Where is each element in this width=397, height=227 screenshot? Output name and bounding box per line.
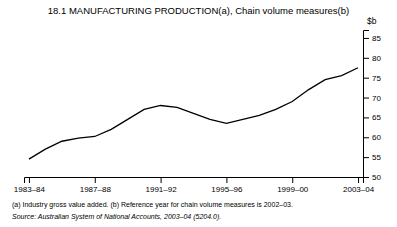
x-tick: 2003–04 (343, 177, 375, 194)
y-tick-label: 70 (372, 94, 381, 103)
chart: 1983–84 1987–88 1991–92 1995–96 1999–00 2003–… (0, 0, 397, 227)
x-tick: 1999–00 (277, 177, 309, 194)
y-tick: 85 (363, 34, 381, 43)
y-tick-label: 60 (372, 133, 381, 142)
x-tick-label: 1987–88 (80, 185, 112, 194)
y-tick: 75 (363, 74, 381, 83)
x-tick-label: 1995–96 (211, 185, 243, 194)
y-tick-mark (363, 78, 369, 79)
y-tick-label: 80 (372, 54, 381, 63)
y-tick: 80 (363, 54, 381, 63)
x-tick-mark (358, 177, 359, 183)
y-tick-label: 65 (372, 113, 381, 122)
y-tick-mark (363, 117, 369, 118)
x-tick-label: 2003–04 (343, 185, 375, 194)
y-tick-mark (363, 98, 369, 99)
x-axis: 1983–84 1987–88 1991–92 1995–96 1999–00 2003–… (14, 177, 375, 194)
x-tick-mark (95, 177, 96, 183)
footnote: (a) Industry gross value added. (b) Refe… (12, 201, 293, 209)
x-tick: 1983–84 (14, 177, 46, 194)
x-axis-line (25, 178, 364, 184)
x-tick: 1995–96 (211, 177, 243, 194)
plot: 1983–84 1987–88 1991–92 1995–96 1999–00 2003–… (14, 16, 382, 194)
y-tick-label: 55 (372, 153, 381, 162)
y-tick: 60 (363, 133, 381, 142)
y-axis-line (364, 31, 370, 178)
x-tick-mark (292, 177, 293, 183)
x-tick-label: 1991–92 (146, 185, 178, 194)
x-tick-label: 1983–84 (14, 185, 46, 194)
x-tick: 1987–88 (80, 177, 112, 194)
x-tick-label: 1999–00 (277, 185, 309, 194)
marks (29, 68, 358, 159)
line (29, 68, 358, 159)
y-tick-label: 85 (372, 34, 381, 43)
y-tick-mark (363, 177, 369, 178)
x-tick-mark (161, 177, 162, 183)
y-tick: 65 (363, 113, 381, 122)
y-tick: 50 (363, 173, 381, 182)
footnote: Source: Australian System of National Ac… (12, 213, 221, 221)
x-tick-mark (226, 177, 227, 183)
y-label: $b (367, 16, 377, 26)
y-tick-mark (363, 157, 369, 158)
y-tick-label: 75 (372, 74, 381, 83)
y-tick-mark (363, 58, 369, 59)
y-tick-mark (363, 38, 369, 39)
y-tick: 55 (363, 153, 381, 162)
title: 18.1 MANUFACTURING PRODUCTION(a), Chain … (48, 5, 349, 16)
x-tick-mark (29, 177, 30, 183)
y-tick-label: 50 (372, 173, 381, 182)
y-axis: 50 55 60 65 70 75 80 85 (363, 31, 381, 183)
y-tick-mark (363, 137, 369, 138)
x-tick: 1991–92 (146, 177, 178, 194)
y-tick: 70 (363, 94, 381, 103)
